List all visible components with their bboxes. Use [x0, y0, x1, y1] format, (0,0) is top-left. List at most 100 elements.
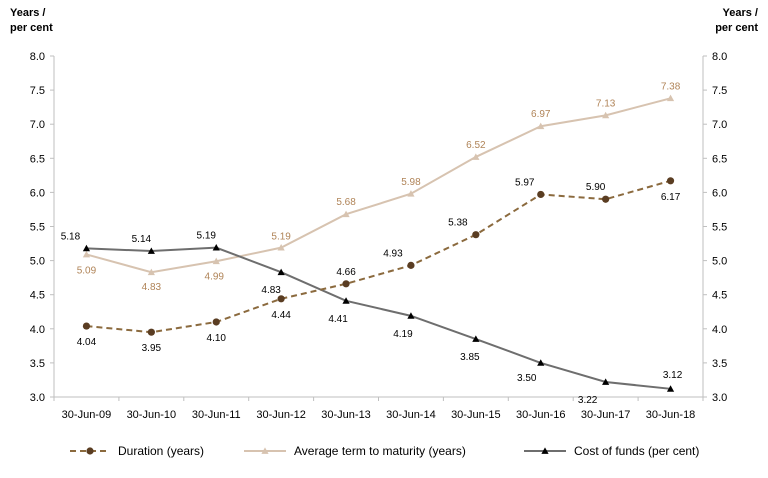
right-tick-label: 4.5 [712, 290, 727, 302]
data-label: 5.18 [61, 231, 81, 242]
left-tick-label: 4.5 [30, 290, 45, 302]
data-label: 3.50 [517, 373, 537, 384]
data-point [212, 257, 220, 265]
data-point [277, 268, 285, 276]
legend-marker [541, 447, 549, 454]
left-tick-label: 8.0 [30, 51, 45, 63]
data-label: 3.12 [663, 370, 683, 381]
data-point [666, 94, 675, 102]
left-tick-label: 5.0 [30, 256, 45, 268]
x-tick-label: 30-Jun-11 [192, 409, 241, 421]
data-label: 4.44 [271, 310, 291, 321]
data-label: 4.93 [383, 248, 403, 259]
right-tick-label: 6.5 [712, 153, 727, 165]
data-label: 5.19 [197, 231, 217, 242]
legend-label: Cost of funds (per cent) [574, 444, 699, 458]
data-point [472, 153, 480, 160]
data-point [277, 295, 285, 303]
right-tick-label: 8.0 [712, 51, 727, 63]
data-label: 5.90 [586, 182, 606, 193]
data-point [407, 312, 415, 319]
data-label: 4.10 [207, 333, 227, 344]
series-layer: 5.09 4.83 4.99 5.19 5.68 5.98 6.52 6.97 7.13 7.38… [61, 81, 683, 406]
right-axis-title-line-1: Years / [723, 7, 758, 19]
data-point [342, 297, 350, 304]
data-label: 3.22 [578, 395, 598, 406]
data-point [147, 328, 155, 336]
left-axis-title-line-1: Years / [10, 7, 45, 19]
legend: Duration (years) Average term to maturity… [70, 444, 699, 458]
right-tick-label: 3.0 [712, 392, 727, 404]
data-point [666, 385, 675, 392]
data-label: 4.83 [142, 282, 162, 293]
right-tick-label: 3.5 [712, 358, 727, 370]
left-tick-label: 6.5 [30, 153, 45, 165]
data-point [407, 190, 415, 197]
data-point [212, 318, 220, 326]
left-axis-title: Years / per cent [10, 7, 53, 34]
data-label: 5.97 [515, 177, 535, 188]
data-label: 4.99 [205, 271, 225, 282]
data-label: 4.83 [261, 285, 281, 296]
x-tick-label: 30-Jun-14 [386, 409, 436, 421]
left-tick-label: 7.5 [30, 85, 45, 97]
x-tick-label: 30-Jun-13 [321, 409, 371, 421]
right-tick-label: 5.5 [712, 222, 727, 234]
left-tick-label: 5.5 [30, 222, 45, 234]
legend-item-2: Cost of funds (per cent) [524, 444, 699, 458]
data-point [537, 190, 545, 199]
left-tick-label: 4.0 [30, 324, 45, 336]
data-label: 6.97 [531, 109, 551, 120]
legend-marker [86, 447, 94, 455]
data-point [277, 244, 285, 251]
data-label: 5.19 [271, 232, 291, 243]
series-1: 5.09 4.83 4.99 5.19 5.68 5.98 6.52 6.97 7.13 7.38 [77, 81, 681, 293]
right-tick-label: 4.0 [712, 324, 727, 336]
data-point [147, 268, 155, 276]
legend-item-0: Duration (years) [70, 444, 204, 458]
data-label: 4.04 [77, 337, 97, 348]
data-point [82, 322, 91, 330]
data-point [147, 247, 155, 254]
x-tick-label: 30-Jun-10 [127, 409, 177, 421]
data-point [666, 177, 675, 185]
legend-marker [261, 447, 269, 454]
data-point [407, 261, 415, 269]
x-tick-label: 30-Jun-16 [516, 409, 566, 421]
left-axis-title-line-2: per cent [10, 22, 53, 34]
data-label: 5.14 [132, 234, 152, 245]
legend-item-1: Average term to maturity (years) [244, 444, 466, 458]
data-point [602, 111, 610, 119]
data-label: 4.66 [336, 267, 356, 278]
right-tick-label: 5.0 [712, 256, 727, 268]
legend-label: Average term to maturity (years) [294, 444, 466, 458]
right-y-ticks: 3.0 3.5 4.0 4.5 5.0 5.5 6.0 6.5 7.0 7.5 8.0 [703, 51, 727, 404]
data-label: 4.19 [393, 329, 413, 340]
data-point [537, 122, 545, 130]
data-label: 7.38 [661, 81, 681, 92]
data-label: 3.85 [460, 352, 480, 363]
x-tick-label: 30-Jun-15 [451, 409, 501, 421]
series-2: 5.18 5.14 5.19 4.83 4.41 4.19 3.85 3.50 3.22 3.12 [61, 231, 683, 406]
right-axis-title-line-2: per cent [715, 22, 758, 34]
series-0: 4.04 3.95 4.10 4.44 4.66 4.93 5.38 5.97 5.90 6.17 [77, 177, 681, 354]
series-line [86, 179, 671, 334]
data-label: 5.38 [448, 218, 468, 229]
series-line [86, 246, 671, 390]
data-label: 5.98 [401, 177, 421, 188]
data-point [537, 359, 545, 366]
series-line [86, 97, 671, 274]
data-label: 5.09 [77, 265, 97, 276]
data-label: 6.17 [661, 192, 681, 203]
x-tick-label: 30-Jun-17 [581, 409, 631, 421]
left-tick-label: 3.5 [30, 358, 45, 370]
legend-label: Duration (years) [118, 444, 204, 458]
data-label: 3.95 [142, 343, 162, 354]
data-label: 6.52 [466, 140, 486, 151]
data-point [602, 378, 610, 385]
data-label: 4.41 [328, 314, 348, 325]
data-point [602, 195, 610, 203]
data-point [82, 250, 91, 258]
right-tick-label: 6.0 [712, 187, 727, 199]
x-tick-label: 30-Jun-18 [646, 409, 696, 421]
